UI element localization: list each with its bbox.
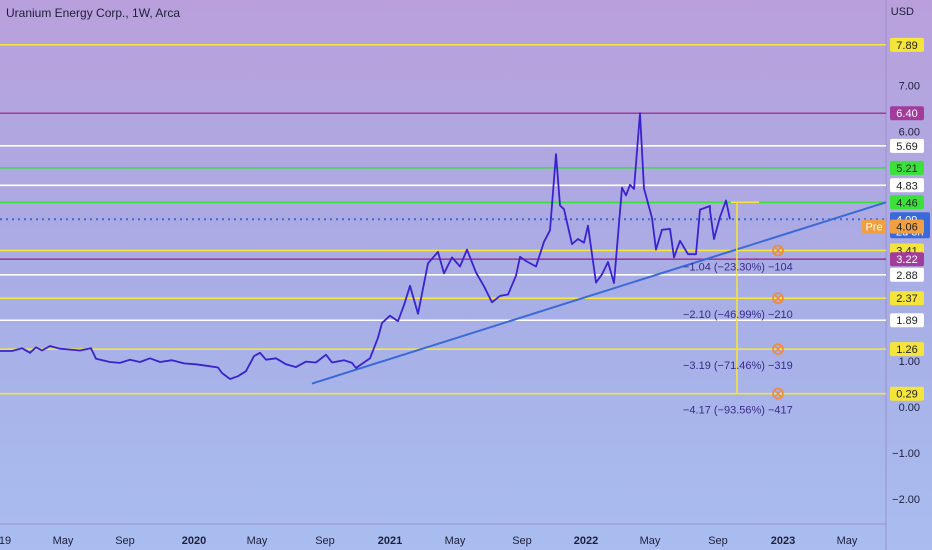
level-6-40-label-text: 6.40 (896, 108, 917, 120)
level-1-26-label-text: 1.26 (896, 344, 917, 356)
level-3-22-label-text: 3.22 (896, 254, 917, 266)
x-tick-label: May (247, 535, 268, 547)
x-tick-label: May (640, 535, 661, 547)
level-5-21-label (890, 160, 924, 175)
level-2-37-label-text: 2.37 (896, 293, 917, 305)
measure-annotation: −4.17 (−93.56%) −417 (683, 405, 793, 417)
x-tick-label: 2021 (378, 535, 402, 547)
price-line (0, 112, 731, 380)
y-tick-label: 7.00 (899, 81, 920, 93)
target-marker[interactable] (772, 343, 784, 355)
target-marker[interactable] (772, 244, 784, 257)
x-tick-label: 19 (0, 535, 11, 547)
measure-annotation: −1.04 (−23.30%) −104 (683, 261, 793, 273)
target-marker-cross (774, 390, 782, 398)
x-tick-label: Sep (708, 535, 728, 547)
level-4-83-label (890, 178, 924, 193)
premarket-tag-text: Pre (865, 222, 882, 234)
x-tick-label: May (837, 535, 858, 547)
level-4-46-label-text: 4.46 (896, 197, 917, 209)
level-7-89-label-text: 7.89 (896, 40, 917, 52)
level-0-29-label-text: 0.29 (896, 389, 917, 401)
target-marker[interactable] (772, 387, 784, 400)
x-tick-label: Sep (512, 535, 532, 547)
measure-annotation: −2.10 (−46.99%) −210 (683, 309, 793, 321)
level-1-26-label (890, 342, 924, 357)
x-tick-label: 2022 (574, 535, 598, 547)
y-tick-label: 1.00 (899, 356, 920, 368)
level-6-40-label (890, 106, 924, 121)
level-1-89-label (890, 313, 924, 328)
target-marker-cross (774, 345, 782, 353)
currency-label: USD (890, 6, 914, 18)
chart-title: Uranium Energy Corp., 1W, Arca (6, 6, 181, 20)
measure-annotation: −3.19 (−71.46%) −319 (683, 360, 793, 372)
y-tick-label: 6.00 (899, 127, 920, 139)
premarket-tag (862, 219, 886, 234)
premarket-price-text: 4.06 (896, 222, 917, 234)
target-marker-cross (774, 294, 782, 302)
level-0-29-label (890, 386, 924, 401)
level-7-89-label (890, 37, 924, 52)
x-tick-label: Sep (315, 535, 335, 547)
x-tick-label: 2020 (182, 535, 206, 547)
level-5-21-label-text: 5.21 (896, 163, 917, 175)
level-1-89-label-text: 1.89 (896, 315, 917, 327)
level-5-69-label (890, 138, 924, 153)
level-4-46-label (890, 195, 924, 210)
y-tick-label: 0.00 (899, 402, 920, 414)
y-tick-label: −1.00 (892, 448, 920, 460)
level-2-88-label-text: 2.88 (896, 270, 917, 282)
y-tick-label: −2.00 (892, 494, 920, 506)
target-marker[interactable] (772, 292, 784, 305)
level-3-22-label (890, 252, 924, 267)
level-2-37-label (890, 291, 924, 306)
x-tick-label: May (445, 535, 466, 547)
level-5-69-label-text: 5.69 (896, 141, 917, 153)
trendline (311, 201, 887, 385)
premarket-price-tag (890, 219, 924, 234)
level-2-88-label (890, 267, 924, 282)
target-marker-cross (774, 247, 782, 254)
level-4-83-label-text: 4.83 (896, 180, 917, 192)
x-tick-label: Sep (115, 535, 135, 547)
x-tick-label: 2023 (771, 535, 795, 547)
x-tick-label: May (53, 535, 74, 547)
